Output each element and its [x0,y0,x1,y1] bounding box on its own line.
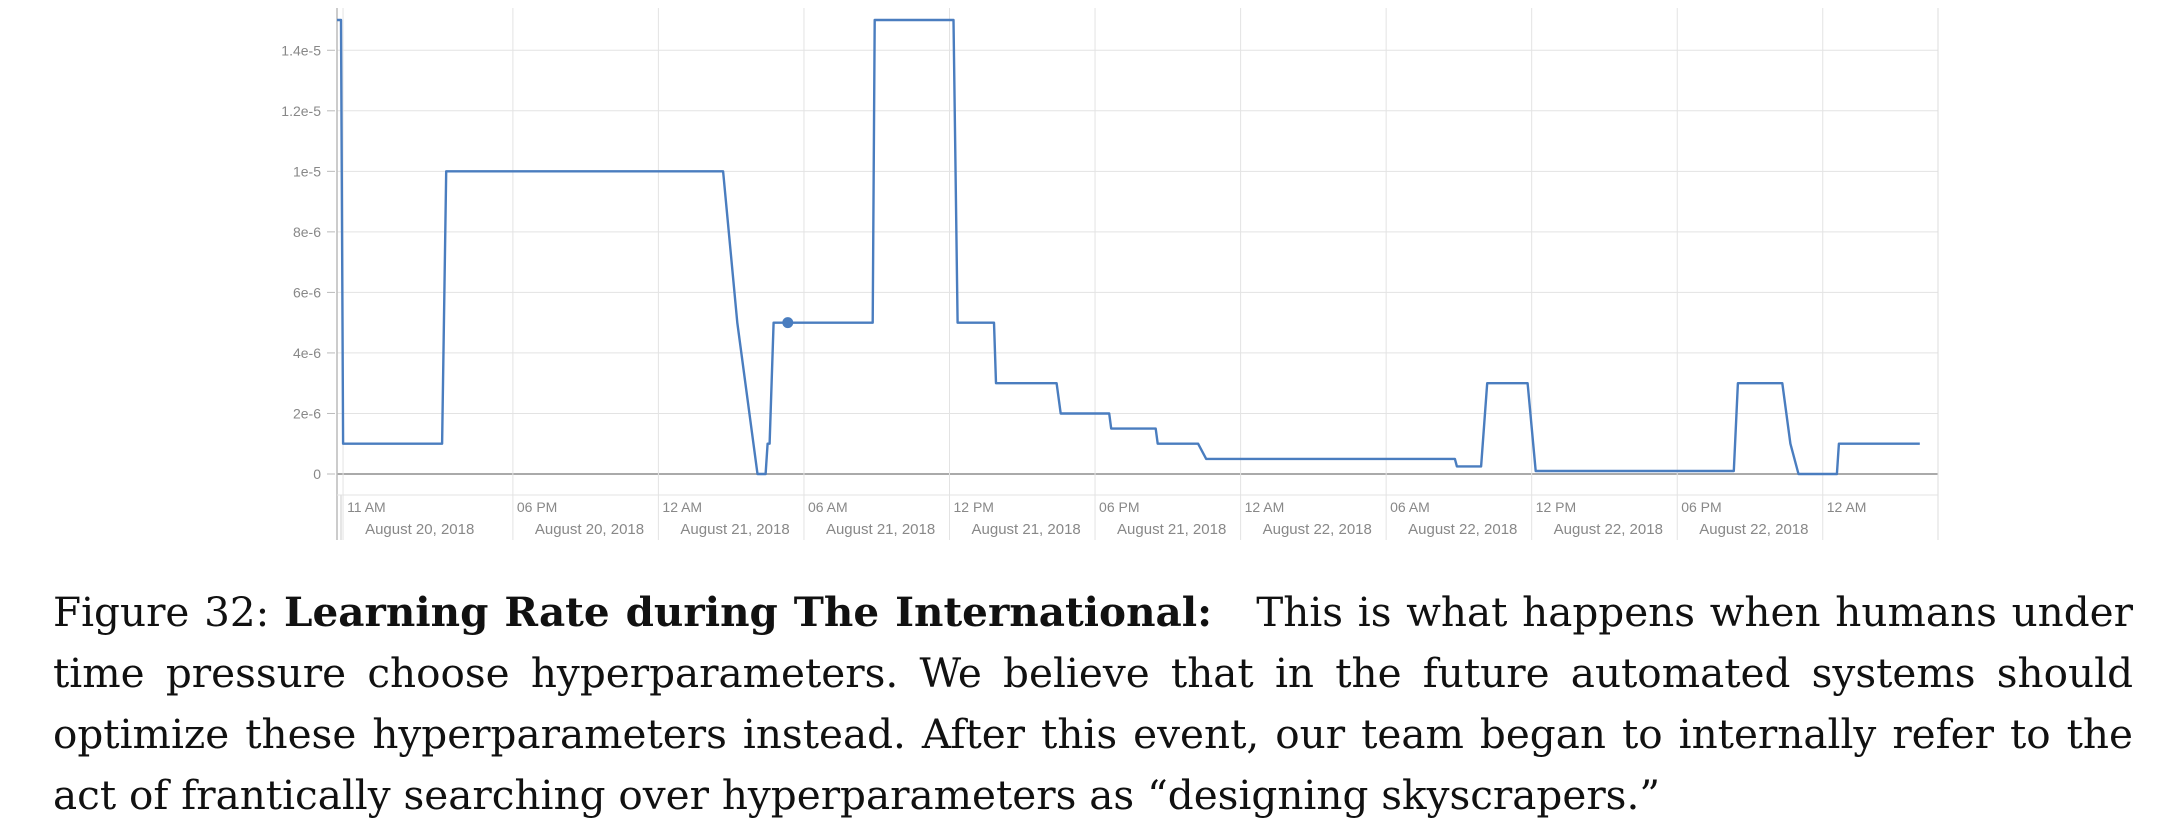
y-tick-label: 1e-5 [293,163,321,179]
y-tick-labels: 0 2e-6 4e-6 6e-6 8e-6 1e-5 1.2e-5 1.4e-5 [281,42,321,482]
x-tick-label: 12 AM [1827,499,1867,515]
date-label: August 22, 2018 [1408,521,1517,538]
y-tick-label: 4e-6 [293,345,321,361]
x-tick-label: 12 PM [1536,499,1576,515]
date-label: August 21, 2018 [972,521,1081,538]
date-label: August 21, 2018 [680,521,789,538]
caption-label: Figure 32: [53,588,284,636]
y-tick-label: 0 [313,466,321,482]
x-tick-label: 06 PM [517,499,557,515]
x-tick-label: 12 AM [1245,499,1285,515]
x-tick-labels: 11 AM 06 PM 12 AM 06 AM 12 PM 06 PM 12 AM 06 AM… [347,499,1866,515]
x-tick-label: 06 AM [808,499,848,515]
x-tick-label: 06 PM [1681,499,1721,515]
caption-text: This is what happens when humans under t… [53,588,2133,819]
series-line [337,18,1920,476]
x-tick-label: 12 AM [662,499,702,515]
y-tick-label: 2e-6 [293,405,321,421]
caption-title: Learning Rate during The International: [284,588,1213,636]
learning-rate-chart: 0 2e-6 4e-6 6e-6 8e-6 1e-5 1.2e-5 1.4e-5 11 AM 0… [281,8,1939,540]
y-tick-label: 1.4e-5 [281,42,321,58]
series-layer [337,18,1920,476]
data-point-marker [782,317,794,329]
chart-svg: 0 2e-6 4e-6 6e-6 8e-6 1e-5 1.2e-5 1.4e-5 11 AM 0… [281,8,1939,540]
date-label: August 21, 2018 [826,521,935,538]
x-tick-label: 06 PM [1099,499,1139,515]
axes [336,8,1939,540]
date-label: August 22, 2018 [1263,521,1372,538]
y-tick-label: 8e-6 [293,224,321,240]
date-labels: August 20, 2018 August 20, 2018 August 21,… [365,521,1808,538]
date-label: August 20, 2018 [535,521,644,538]
x-tick-label: 06 AM [1390,499,1430,515]
date-label: August 21, 2018 [1117,521,1226,538]
grid-lines [327,8,1938,540]
y-tick-label: 6e-6 [293,284,321,300]
date-label: August 22, 2018 [1554,521,1663,538]
date-label: August 22, 2018 [1699,521,1808,538]
figure-caption: Figure 32: Learning Rate during The Inte… [53,582,2133,826]
date-label: August 20, 2018 [365,521,474,538]
x-tick-label: 12 PM [954,499,994,515]
y-tick-label: 1.2e-5 [281,103,321,119]
x-tick-label: 11 AM [347,499,386,515]
